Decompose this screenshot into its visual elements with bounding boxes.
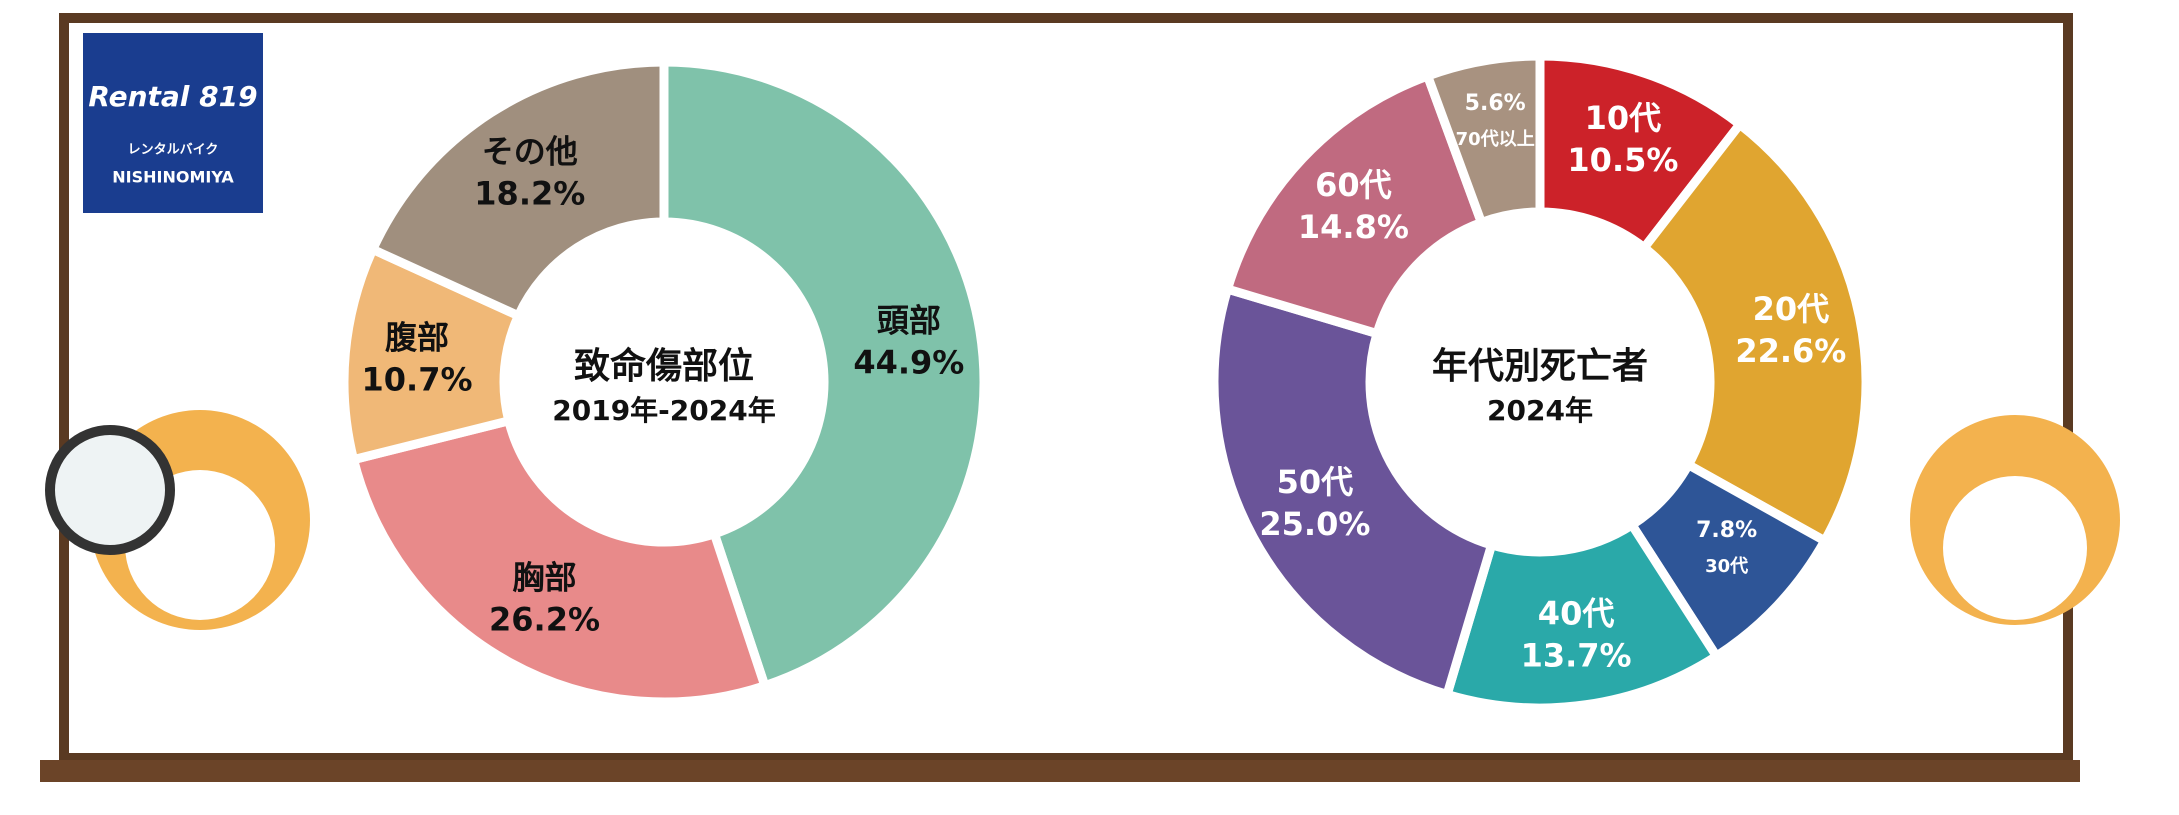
value-label: 10.7% [362,360,473,398]
slice-label: その他 [482,132,578,170]
slice-label: 40代 [1538,594,1615,632]
logo-place: NISHINOMIYA [112,168,234,187]
chart-subtitle: 2019年-2024年 [552,394,775,427]
slice-label: 20代 [1753,290,1830,328]
chart-subtitle: 2024年 [1487,394,1593,427]
logo-box [83,33,263,213]
slice [348,415,771,707]
fox-left [45,410,310,630]
value-label: 10.5% [1567,141,1678,179]
slice-label: 腹部 [385,318,449,356]
value-label: 18.2% [474,174,585,212]
value-label: 5.6% [1465,91,1526,116]
chart-title: 致命傷部位 [574,345,754,387]
value-label: 13.7% [1521,636,1632,674]
slice [1221,70,1488,340]
slice [1637,118,1871,547]
slice-label: 30代 [1705,556,1748,577]
value-label: 22.6% [1735,332,1846,370]
slice [1209,283,1498,701]
slice-label: 胸部 [513,558,577,596]
slice [1441,518,1723,713]
fox-right [1910,415,2120,625]
logo-brand: Rental 819 [88,80,257,113]
slice [659,57,989,692]
value-label: 25.0% [1259,505,1370,543]
slice [1421,51,1545,229]
slice-label: 50代 [1277,463,1354,501]
slice-label: 頭部 [877,301,941,339]
value-label: 26.2% [489,600,600,638]
value-label: 7.8% [1696,518,1757,543]
board-base [40,760,2080,782]
slice-label: 70代以上 [1456,129,1535,150]
slice-label: 10代 [1585,99,1662,137]
slice-label: 60代 [1315,166,1392,204]
value-label: 44.9% [853,343,964,381]
chart-title: 年代別死亡者 [1432,346,1648,387]
value-label: 14.8% [1298,208,1409,246]
logo-kana: レンタルバイク [128,143,219,158]
slice [366,57,669,322]
